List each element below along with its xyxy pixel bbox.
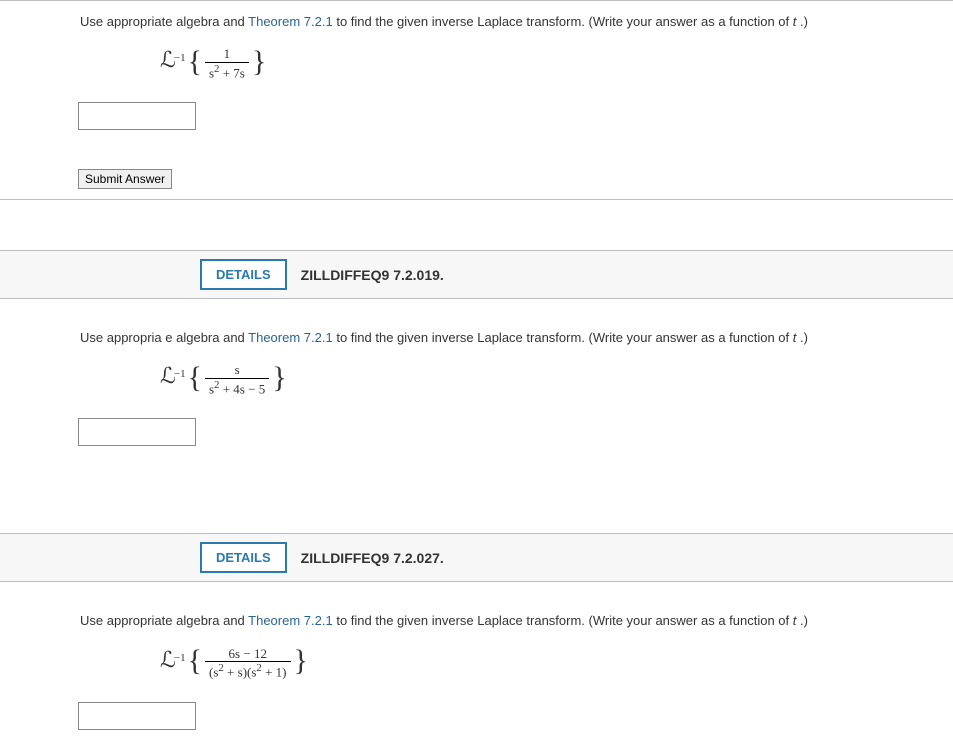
answer-input[interactable] <box>78 102 196 130</box>
prompt: Use appropriate algebra and Theorem 7.2.… <box>0 608 953 640</box>
spacer <box>0 299 953 325</box>
formula: ℒ−1{ss2 + 4s − 5} <box>0 357 953 410</box>
left-brace: { <box>188 47 202 77</box>
question-3: Use appropriate algebra and Theorem 7.2.… <box>0 608 953 740</box>
numerator: 1 <box>205 47 249 61</box>
fraction: 6s − 12(s2 + s)(s2 + 1) <box>202 647 294 680</box>
prompt-post: to find the given inverse Laplace transf… <box>336 613 792 628</box>
left-brace: { <box>188 363 202 393</box>
prompt-end: .) <box>800 613 808 628</box>
answer-input[interactable] <box>78 702 196 730</box>
spacer <box>0 582 953 608</box>
question-3-header: DETAILS ZILLDIFFEQ9 7.2.027. <box>0 533 953 582</box>
numerator: s <box>205 363 269 377</box>
theorem-link[interactable]: Theorem 7.2.1 <box>248 330 333 345</box>
denominator: s2 + 4s − 5 <box>205 378 269 397</box>
fraction: ss2 + 4s − 5 <box>202 363 272 396</box>
prompt-pre: Use appropriate algebra and <box>80 14 248 29</box>
answer-row <box>0 694 953 741</box>
question-1: Use appropriate algebra and Theorem 7.2.… <box>0 0 953 159</box>
var-t: t <box>793 330 797 345</box>
prompt-post: to find the given inverse Laplace transf… <box>336 14 792 29</box>
theorem-link[interactable]: Theorem 7.2.1 <box>248 14 333 29</box>
fraction: 1s2 + 7s <box>202 47 252 80</box>
right-brace: } <box>252 47 266 77</box>
details-button[interactable]: DETAILS <box>200 542 287 573</box>
prompt-pre: Use appropria e algebra and <box>80 330 248 345</box>
right-brace: } <box>272 363 286 393</box>
var-t: t <box>793 14 797 29</box>
submit-button[interactable]: Submit Answer <box>78 169 172 189</box>
right-brace: } <box>294 646 308 676</box>
theorem-link[interactable]: Theorem 7.2.1 <box>248 613 333 628</box>
formula: ℒ−1{6s − 12(s2 + s)(s2 + 1)} <box>0 641 953 694</box>
prompt: Use appropria e algebra and Theorem 7.2.… <box>0 325 953 357</box>
answer-row <box>0 410 953 457</box>
question-2-header: DETAILS ZILLDIFFEQ9 7.2.019. <box>0 250 953 299</box>
spacer <box>0 457 953 507</box>
reference-code: ZILLDIFFEQ9 7.2.019. <box>301 267 444 283</box>
formula: ℒ−1{1s2 + 7s} <box>0 41 953 94</box>
answer-input[interactable] <box>78 418 196 446</box>
question-2: Use appropria e algebra and Theorem 7.2.… <box>0 325 953 457</box>
spacer <box>0 200 953 250</box>
prompt-post: to find the given inverse Laplace transf… <box>336 330 792 345</box>
prompt-end: .) <box>800 14 808 29</box>
inverse-exp: −1 <box>174 652 186 664</box>
answer-row <box>0 94 953 141</box>
reference-code: ZILLDIFFEQ9 7.2.027. <box>301 550 444 566</box>
details-button[interactable]: DETAILS <box>200 259 287 290</box>
numerator: 6s − 12 <box>205 647 291 661</box>
denominator: (s2 + s)(s2 + 1) <box>205 661 291 680</box>
left-brace: { <box>188 646 202 676</box>
spacer <box>0 507 953 533</box>
prompt: Use appropriate algebra and Theorem 7.2.… <box>0 9 953 41</box>
inverse-exp: −1 <box>174 52 186 64</box>
var-t: t <box>793 613 797 628</box>
inverse-exp: −1 <box>174 368 186 380</box>
submit-row: Submit Answer <box>0 159 953 200</box>
prompt-end: .) <box>800 330 808 345</box>
denominator: s2 + 7s <box>205 62 249 81</box>
prompt-pre: Use appropriate algebra and <box>80 613 248 628</box>
